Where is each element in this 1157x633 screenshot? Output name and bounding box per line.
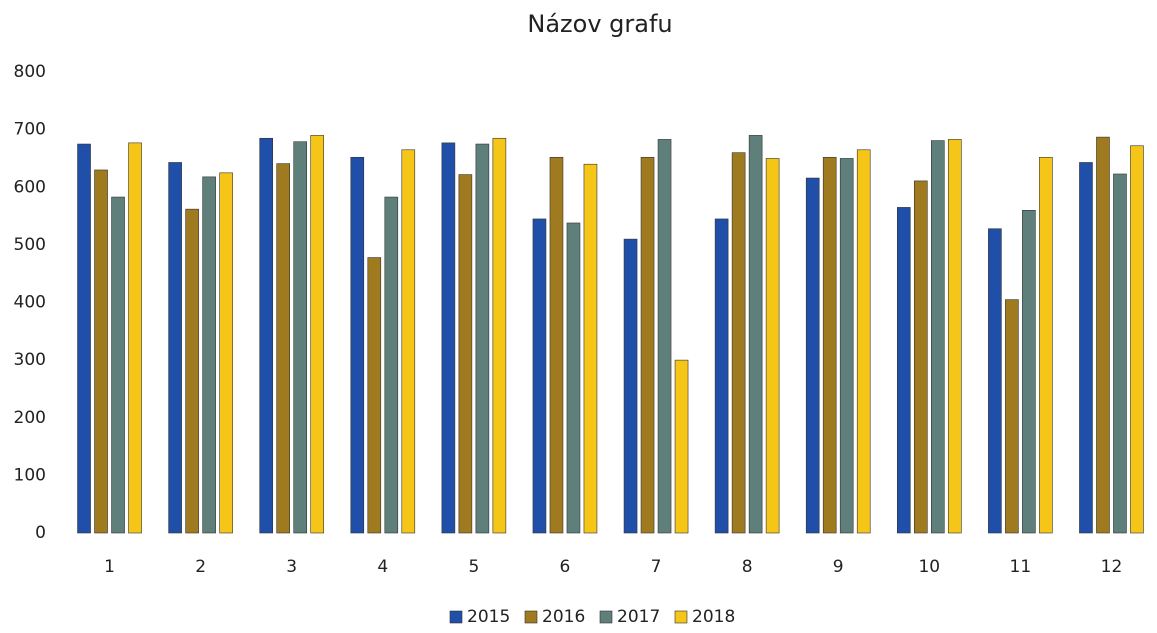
bar (492, 137, 507, 534)
bar (896, 207, 911, 534)
y-tick-label: 700 (14, 120, 46, 140)
y-tick-label: 100 (14, 465, 46, 485)
bar (549, 156, 564, 534)
bar (822, 156, 837, 534)
legend-label: 2016 (542, 607, 585, 627)
bar (657, 139, 672, 534)
y-tick-label: 0 (35, 523, 46, 543)
bar (401, 149, 416, 534)
bar (219, 172, 233, 534)
x-tick-label: 12 (1101, 557, 1123, 577)
bar (384, 196, 399, 534)
y-tick-label: 800 (14, 62, 46, 82)
bar (1130, 145, 1144, 534)
y-tick-label: 500 (14, 235, 46, 255)
bar (731, 152, 746, 534)
bar (475, 143, 490, 534)
x-tick-label: 10 (918, 557, 940, 577)
legend-swatch (674, 610, 688, 624)
bar (1079, 162, 1093, 534)
x-tick-label: 5 (468, 557, 479, 577)
x-tick-label: 11 (1010, 557, 1032, 577)
x-tick-label: 6 (560, 557, 571, 577)
legend-swatch (449, 610, 463, 624)
bar (583, 163, 598, 534)
legend-swatch (599, 610, 613, 624)
bar (988, 228, 1002, 534)
legend-label: 2018 (692, 607, 735, 627)
bar (276, 163, 291, 534)
bar (532, 218, 547, 534)
legend-label: 2017 (617, 607, 660, 627)
bar (1022, 210, 1036, 534)
bar (441, 142, 456, 534)
x-tick-label: 3 (286, 557, 297, 577)
bar (1113, 173, 1127, 534)
y-tick-label: 200 (14, 408, 46, 428)
x-tick-label: 1 (104, 557, 115, 577)
bar (94, 169, 108, 534)
bar (947, 139, 962, 534)
bar (623, 238, 638, 534)
y-tick-label: 300 (14, 350, 46, 370)
bar (839, 158, 854, 534)
bar (293, 141, 308, 534)
bar (350, 156, 365, 534)
bar (202, 176, 216, 534)
bar (1039, 156, 1053, 534)
bar (367, 257, 382, 534)
bar (458, 174, 473, 534)
bar (674, 359, 689, 534)
bar (128, 142, 142, 534)
bar (111, 196, 125, 534)
bar (310, 135, 325, 534)
x-tick-label: 9 (833, 557, 844, 577)
bar (714, 218, 729, 534)
legend-label: 2015 (467, 607, 510, 627)
bar (259, 137, 274, 534)
x-tick-label: 4 (377, 557, 388, 577)
bar (765, 158, 780, 534)
bar (566, 222, 581, 534)
bar (185, 208, 199, 534)
bar (856, 149, 871, 534)
chart-title: Názov grafu (527, 10, 672, 38)
x-tick-label: 2 (195, 557, 206, 577)
bar (640, 156, 655, 534)
x-tick-label: 8 (742, 557, 753, 577)
y-tick-label: 600 (14, 177, 46, 197)
y-tick-label: 400 (14, 293, 46, 313)
bar (913, 180, 928, 534)
bar (748, 135, 763, 534)
bar (930, 140, 945, 534)
x-tick-label: 7 (651, 557, 662, 577)
bar (77, 143, 91, 534)
bar (1096, 136, 1110, 534)
bar (168, 162, 182, 534)
bar (1005, 299, 1019, 534)
legend-swatch (524, 610, 538, 624)
bar (805, 177, 820, 534)
